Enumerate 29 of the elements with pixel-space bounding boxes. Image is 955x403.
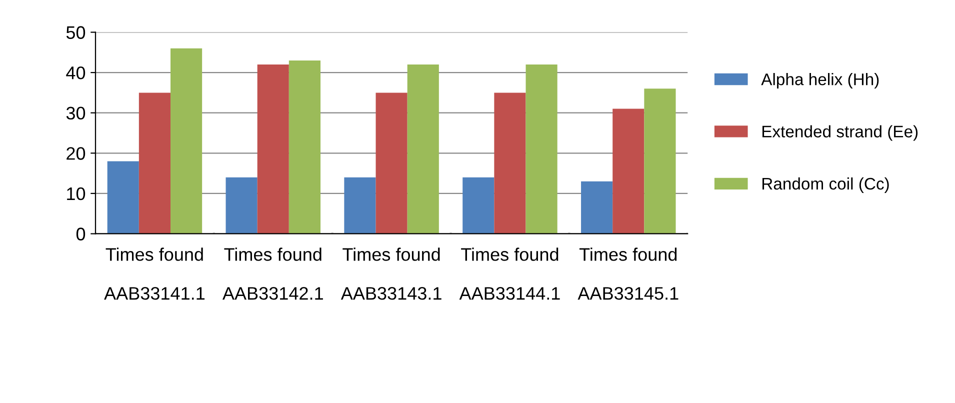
y-tick-label: 50 xyxy=(66,26,86,39)
y-tick-label: 10 xyxy=(67,187,86,200)
bar xyxy=(344,177,376,234)
bar xyxy=(526,64,558,234)
bar xyxy=(376,92,408,234)
bar xyxy=(107,161,139,234)
y-tick-label: 40 xyxy=(66,66,86,80)
bar xyxy=(494,92,526,234)
bar xyxy=(407,64,439,234)
bar xyxy=(138,92,170,234)
bar xyxy=(612,108,644,234)
category-label: Times found AAB33145.1 xyxy=(578,248,678,300)
category-label: Times found AAB33142.1 xyxy=(222,248,323,300)
category-label: Times found AAB33144.1 xyxy=(459,248,560,300)
y-tick-label: 30 xyxy=(66,106,86,120)
legend-label: Alpha helix (Hh) xyxy=(761,73,879,89)
bar xyxy=(170,48,202,234)
y-tick-label: 20 xyxy=(66,147,86,160)
bar xyxy=(288,60,320,234)
bar xyxy=(644,88,676,234)
category-label: Times found AAB33141.1 xyxy=(104,248,205,300)
legend-label: Random coil (Cc) xyxy=(762,177,889,193)
bar xyxy=(462,177,494,234)
bar xyxy=(257,64,289,234)
category-label: Times found AAB33143.1 xyxy=(340,248,442,300)
legend-label: Extended strand (Ee) xyxy=(762,125,918,141)
y-tick-label: 0 xyxy=(76,228,86,240)
bar xyxy=(581,181,613,234)
bar xyxy=(226,177,258,234)
